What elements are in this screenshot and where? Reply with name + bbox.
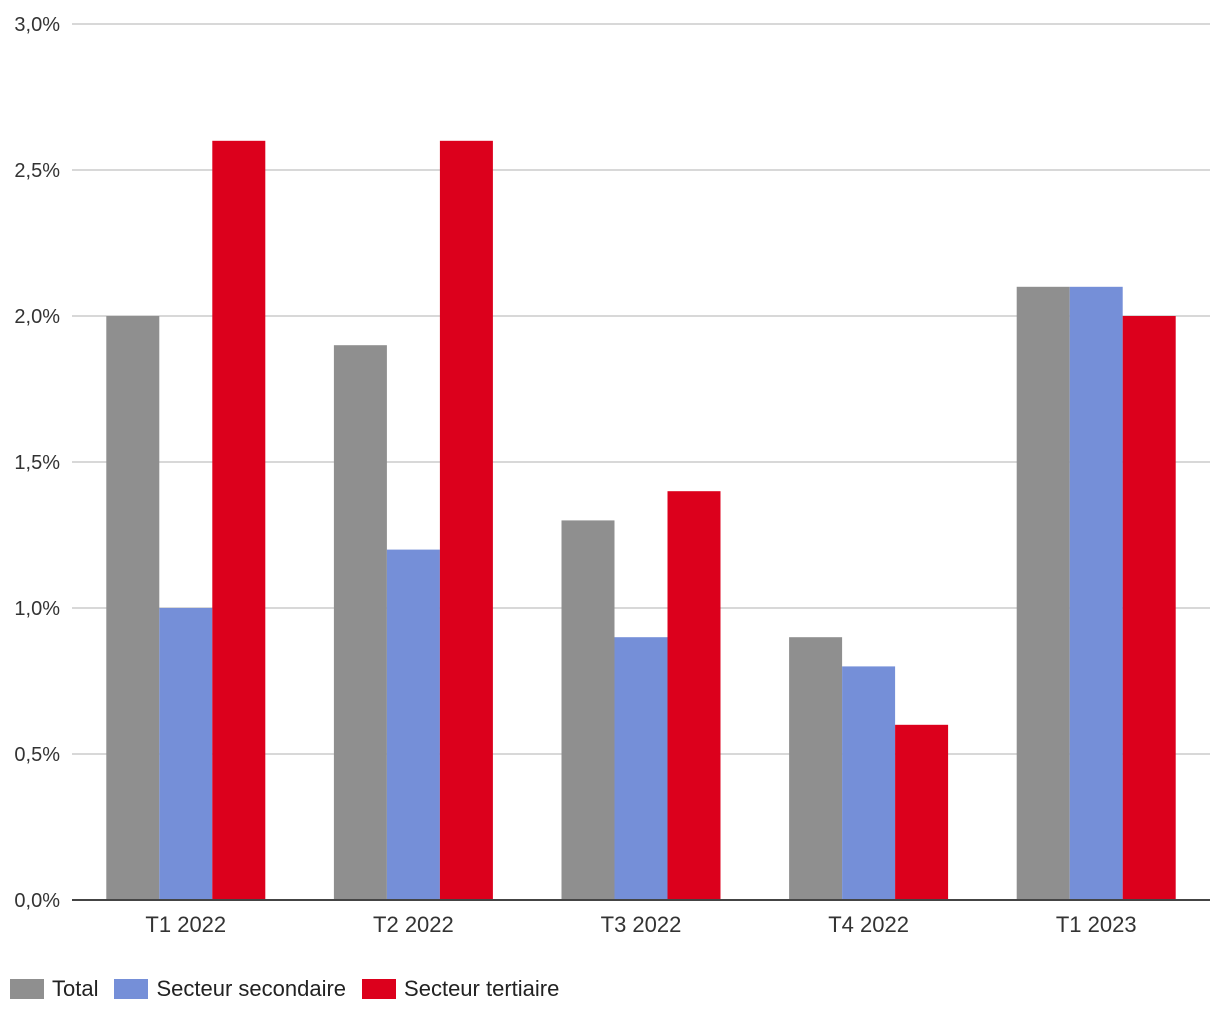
legend-swatch-secondaire — [114, 979, 149, 999]
x-tick-label: T3 2022 — [601, 912, 682, 937]
legend-swatch-total — [10, 979, 44, 999]
y-tick-label: 0,5% — [14, 744, 60, 766]
x-tick-label: T1 2022 — [145, 912, 226, 937]
y-tick-label: 1,5% — [14, 452, 60, 474]
bar-secteur-secondaire-4 — [1069, 286, 1123, 900]
bar-total-3 — [789, 637, 843, 900]
y-tick-label: 0,0% — [14, 890, 60, 912]
bar-total-4 — [1016, 286, 1070, 900]
legend-item-total: Total — [10, 976, 98, 1002]
legend-label-total: Total — [52, 976, 99, 1001]
bar-total-1 — [333, 345, 387, 900]
bar-secteur-secondaire-1 — [386, 549, 440, 900]
y-tick-label: 1,0% — [14, 598, 60, 620]
x-tick-label: T4 2022 — [828, 912, 909, 937]
bar-secteur-tertiaire-4 — [1122, 316, 1176, 900]
legend-label-tertiaire: Secteur tertiaire — [404, 976, 560, 1001]
bar-secteur-tertiaire-3 — [895, 724, 949, 900]
bar-total-0 — [106, 316, 160, 900]
legend-label-secondaire: Secteur secondaire — [156, 976, 347, 1001]
x-tick-label: T1 2023 — [1056, 912, 1137, 937]
legend-item-tertiaire: Secteur tertiaire — [362, 976, 559, 1002]
y-tick-label: 2,5% — [14, 160, 60, 182]
bar-secteur-tertiaire-0 — [212, 140, 266, 901]
legend-swatch-tertiaire — [362, 979, 397, 999]
legend: Total Secteur secondaire Secteur tertiai… — [10, 976, 575, 1002]
bar-secteur-secondaire-2 — [614, 637, 668, 900]
bar-secteur-secondaire-0 — [159, 608, 213, 900]
bar-total-2 — [561, 520, 615, 900]
x-tick-label: T2 2022 — [373, 912, 454, 937]
bars — [106, 140, 1176, 901]
bar-secteur-tertiaire-2 — [667, 491, 721, 900]
y-tick-label: 3,0% — [14, 14, 60, 36]
axes: 0,0% 0,5% 1,0% 1,5% 2,0% 2,5% 3,0% T1 2022 T2 20… — [14, 14, 1210, 937]
y-tick-label: 2,0% — [14, 306, 60, 328]
bar-secteur-secondaire-3 — [842, 666, 896, 900]
legend-item-secondaire: Secteur secondaire — [114, 976, 346, 1002]
bar-secteur-tertiaire-1 — [439, 140, 493, 901]
